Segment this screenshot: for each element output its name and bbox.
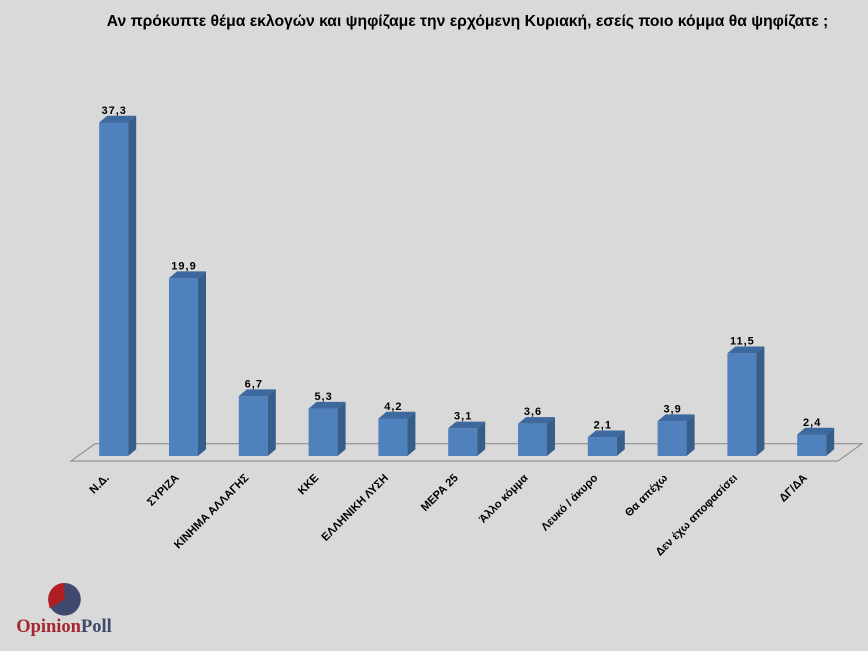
- svg-text:ΚΚΕ: ΚΚΕ: [296, 472, 322, 498]
- svg-text:Ν.Δ.: Ν.Δ.: [88, 472, 112, 496]
- svg-text:ΣΥΡΙΖΑ: ΣΥΡΙΖΑ: [145, 472, 182, 509]
- svg-text:3,1: 3,1: [454, 411, 472, 423]
- svg-text:2,4: 2,4: [803, 417, 821, 429]
- svg-text:OpinionPoll: OpinionPoll: [16, 617, 112, 637]
- svg-text:4,2: 4,2: [384, 401, 402, 413]
- svg-text:ΜΕΡΑ 25: ΜΕΡΑ 25: [419, 472, 461, 514]
- svg-text:Αν πρόκυπτε θέμα εκλογών και ψ: Αν πρόκυπτε θέμα εκλογών και ψηφίζαμε τη…: [107, 13, 829, 30]
- svg-text:Θα απέχω: Θα απέχω: [623, 472, 671, 520]
- svg-text:19,9: 19,9: [171, 260, 196, 272]
- svg-text:Άλλο κόμμα: Άλλο κόμμα: [477, 472, 531, 526]
- svg-text:ΔΓ/ΔΑ: ΔΓ/ΔΑ: [777, 472, 810, 505]
- svg-text:37,3: 37,3: [101, 105, 126, 117]
- svg-text:11,5: 11,5: [730, 336, 755, 348]
- svg-text:6,7: 6,7: [245, 378, 263, 390]
- svg-text:3,9: 3,9: [663, 403, 681, 415]
- svg-text:ΚΙΝΗΜΑ ΑΛΛΑΓΗΣ: ΚΙΝΗΜΑ ΑΛΛΑΓΗΣ: [172, 472, 251, 551]
- svg-text:Λευκό / άκυρο: Λευκό / άκυρο: [539, 472, 600, 533]
- svg-text:Δεν έχω αποφασίσει: Δεν έχω αποφασίσει: [654, 472, 740, 558]
- svg-text:ΕΛΛΗΝΙΚΗ ΛΥΣΗ: ΕΛΛΗΝΙΚΗ ΛΥΣΗ: [319, 472, 391, 544]
- svg-text:3,6: 3,6: [524, 406, 542, 418]
- svg-text:5,3: 5,3: [314, 391, 332, 403]
- svg-text:2,1: 2,1: [594, 420, 612, 432]
